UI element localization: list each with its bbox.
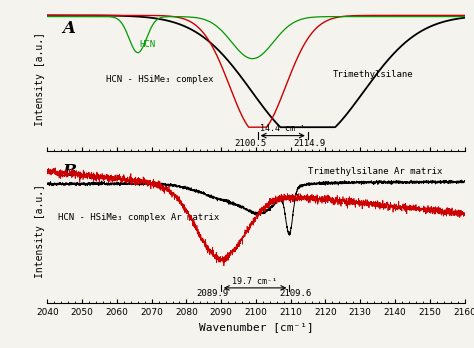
Text: Trimethylsilane: Trimethylsilane [332, 70, 413, 79]
Text: 2100.5: 2100.5 [235, 140, 267, 149]
X-axis label: Wavenumber [cm⁻¹]: Wavenumber [cm⁻¹] [199, 322, 313, 332]
Text: HCN - HSiMe₃ complex Ar matrix: HCN - HSiMe₃ complex Ar matrix [58, 213, 219, 222]
Text: 2114.9: 2114.9 [294, 140, 326, 149]
Text: 2089.9: 2089.9 [196, 289, 228, 298]
Text: 14.4 cm⁻¹: 14.4 cm⁻¹ [260, 124, 304, 133]
Text: HCN: HCN [139, 40, 155, 49]
Text: 19.7 cm⁻¹: 19.7 cm⁻¹ [232, 277, 277, 286]
Text: A: A [62, 20, 75, 37]
Y-axis label: Intensity [a.u.]: Intensity [a.u.] [35, 32, 45, 126]
Text: Trimethylsilane Ar matrix: Trimethylsilane Ar matrix [308, 167, 442, 176]
Y-axis label: Intensity [a.u.]: Intensity [a.u.] [35, 184, 45, 278]
Text: HCN - HSiMe₃ complex: HCN - HSiMe₃ complex [107, 74, 214, 84]
Text: B: B [62, 163, 76, 180]
Text: 2109.6: 2109.6 [280, 289, 312, 298]
